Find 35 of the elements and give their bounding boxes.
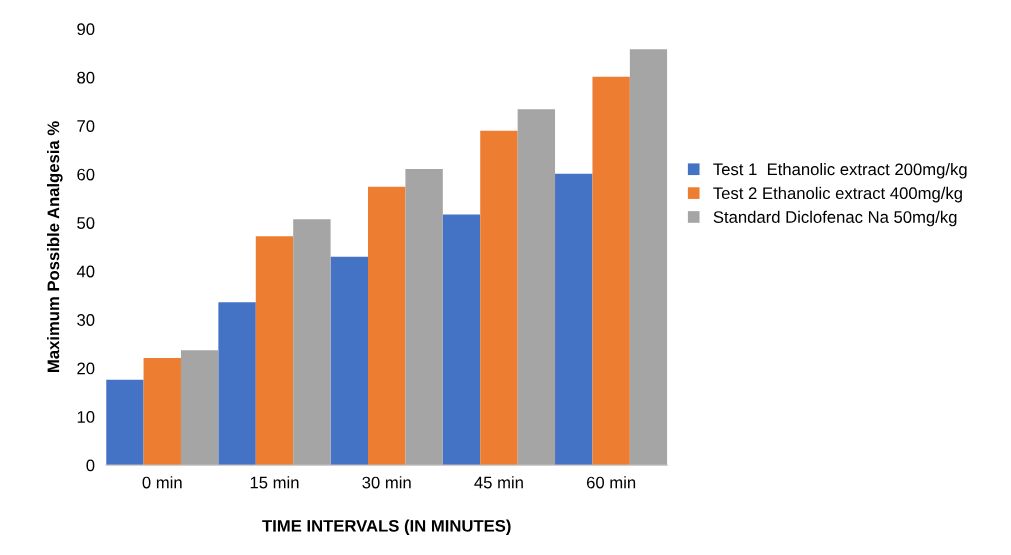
- y-tick-label: 70: [77, 120, 95, 132]
- bar: [480, 130, 518, 466]
- bar: [330, 256, 368, 466]
- bar: [293, 219, 331, 466]
- bar: [368, 186, 406, 466]
- x-tick-label: 0 min: [142, 476, 182, 489]
- x-tick-label: 60 min: [586, 476, 636, 489]
- y-tick-label: 90: [77, 23, 95, 36]
- y-tick-label: 80: [77, 71, 95, 84]
- legend-label: Test 2 Ethanolic extract 400mg/kg: [713, 186, 962, 203]
- x-axis-title: TIME INTERVALS (IN MINUTES): [262, 519, 511, 536]
- bar: [405, 168, 443, 466]
- y-axis-title: Maximum Possible Analgesia %: [47, 121, 63, 372]
- bar: [442, 214, 481, 466]
- y-tick-label: 50: [77, 217, 95, 229]
- y-tick-label: 20: [77, 362, 95, 375]
- bar: [255, 236, 294, 466]
- bar: [629, 49, 668, 466]
- bar: [555, 173, 593, 466]
- y-tick-label: 60: [77, 168, 95, 181]
- legend-label: Standard Diclofenac Na 50mg/kg: [713, 210, 957, 227]
- bar: [592, 76, 630, 466]
- y-tick-label: 40: [76, 265, 95, 278]
- y-tick-label: 30: [77, 314, 95, 326]
- bar: [218, 302, 256, 466]
- x-tick-label: 15 min: [250, 476, 299, 489]
- x-tick-label: 30 min: [362, 476, 411, 489]
- bar: [106, 379, 144, 466]
- y-tick-label: 10: [77, 411, 95, 423]
- y-tick-label: 0: [86, 459, 95, 472]
- bar: [180, 350, 219, 466]
- legend-label: Test 1 Ethanolic extract 200mg/kg: [713, 162, 967, 179]
- x-tick-label: 45 min: [474, 476, 523, 489]
- bar: [517, 109, 556, 466]
- bar: [143, 357, 181, 466]
